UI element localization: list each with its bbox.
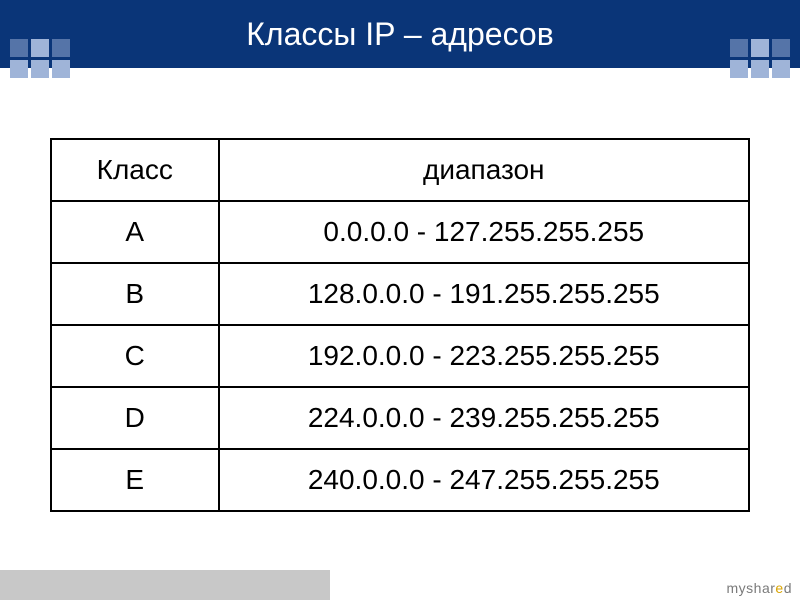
decor-square xyxy=(751,60,769,78)
watermark-accent: e xyxy=(775,580,783,596)
decor-square xyxy=(730,39,748,57)
watermark: myshared xyxy=(727,580,793,596)
cell-class: D xyxy=(51,387,219,449)
ip-class-table: Класс диапазон A 0.0.0.0 - 127.255.255.2… xyxy=(50,138,750,512)
decor-grid-right xyxy=(730,18,790,78)
decor-square xyxy=(730,60,748,78)
footer-bar xyxy=(0,570,330,600)
cell-range: 128.0.0.0 - 191.255.255.255 xyxy=(219,263,749,325)
watermark-suffix: d xyxy=(784,580,792,596)
table-header-row: Класс диапазон xyxy=(51,139,749,201)
decor-square xyxy=(10,60,28,78)
decor-square xyxy=(10,39,28,57)
table-row: E 240.0.0.0 - 247.255.255.255 xyxy=(51,449,749,511)
header-range: диапазон xyxy=(219,139,749,201)
decor-square xyxy=(52,39,70,57)
decor-square xyxy=(52,60,70,78)
table-row: A 0.0.0.0 - 127.255.255.255 xyxy=(51,201,749,263)
watermark-prefix: myshar xyxy=(727,580,776,596)
decor-grid-left xyxy=(10,18,70,78)
table-row: B 128.0.0.0 - 191.255.255.255 xyxy=(51,263,749,325)
decor-square xyxy=(772,39,790,57)
cell-class: A xyxy=(51,201,219,263)
cell-range: 192.0.0.0 - 223.255.255.255 xyxy=(219,325,749,387)
cell-range: 0.0.0.0 - 127.255.255.255 xyxy=(219,201,749,263)
table-row: C 192.0.0.0 - 223.255.255.255 xyxy=(51,325,749,387)
table-row: D 224.0.0.0 - 239.255.255.255 xyxy=(51,387,749,449)
cell-class: C xyxy=(51,325,219,387)
title-band: Классы IP – адресов xyxy=(0,0,800,68)
decor-square xyxy=(31,39,49,57)
cell-range: 224.0.0.0 - 239.255.255.255 xyxy=(219,387,749,449)
page-title: Классы IP – адресов xyxy=(246,16,553,53)
header-class: Класс xyxy=(51,139,219,201)
decor-square xyxy=(772,60,790,78)
decor-square xyxy=(31,60,49,78)
content-area: Класс диапазон A 0.0.0.0 - 127.255.255.2… xyxy=(0,68,800,512)
decor-square xyxy=(751,39,769,57)
cell-class: B xyxy=(51,263,219,325)
cell-class: E xyxy=(51,449,219,511)
cell-range: 240.0.0.0 - 247.255.255.255 xyxy=(219,449,749,511)
